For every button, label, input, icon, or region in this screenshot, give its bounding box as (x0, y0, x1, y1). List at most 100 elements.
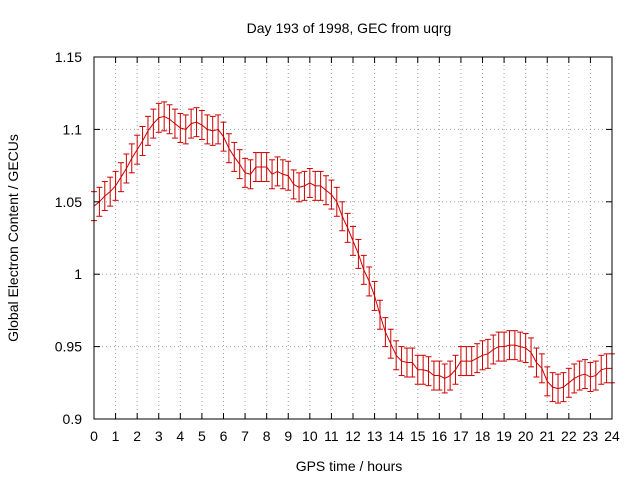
data-layer (91, 101, 615, 404)
data-point (592, 360, 599, 391)
data-point (301, 170, 308, 201)
data-point (468, 346, 475, 377)
data-point (603, 353, 610, 384)
data-point (479, 340, 486, 371)
data-point (441, 363, 448, 394)
data-point (128, 143, 135, 174)
data-point (193, 107, 200, 138)
data-point (474, 343, 481, 374)
data-point (387, 328, 394, 359)
x-tick-label: 12 (345, 428, 361, 444)
grid (94, 57, 612, 419)
data-point (242, 157, 249, 188)
data-point (252, 152, 259, 183)
chart-title: Day 193 of 1998, GEC from uqrg (247, 20, 452, 36)
data-point (285, 160, 292, 191)
data-point (533, 347, 540, 378)
data-point (555, 373, 562, 404)
data-point (123, 153, 130, 184)
ticks: 0 1 2 3 4 5 6 7 8 9 10 11 12 13 14 15 16 17 18 19 20 21 22 23 24… (55, 49, 620, 444)
data-point (306, 167, 313, 198)
data-point (144, 115, 151, 146)
data-point (414, 354, 421, 385)
x-tick-label: 14 (388, 428, 404, 444)
x-tick-label: 8 (263, 428, 271, 444)
data-point (182, 114, 189, 145)
data-point (312, 170, 319, 201)
data-point (274, 156, 281, 187)
data-point (117, 162, 124, 193)
data-point (236, 149, 243, 180)
data-point (495, 331, 502, 362)
x-tick-label: 3 (155, 428, 163, 444)
x-tick-label: 17 (453, 428, 469, 444)
data-point (506, 330, 513, 361)
x-tick-label: 11 (324, 428, 339, 444)
x-tick-label: 22 (561, 428, 577, 444)
y-tick-label: 0.9 (63, 411, 83, 427)
data-point (150, 108, 157, 139)
x-tick-label: 5 (198, 428, 206, 444)
data-point (328, 179, 335, 210)
data-point (528, 337, 535, 368)
data-point (339, 201, 346, 232)
y-tick-label: 1.15 (55, 49, 82, 65)
x-tick-label: 0 (90, 428, 98, 444)
data-point (565, 367, 572, 398)
data-point (360, 254, 367, 285)
data-point (107, 176, 114, 207)
x-tick-label: 21 (539, 428, 555, 444)
data-point (344, 212, 351, 243)
x-tick-label: 1 (112, 428, 120, 444)
y-tick-label: 1.05 (55, 194, 82, 210)
data-point (371, 280, 378, 311)
data-point (452, 354, 459, 385)
x-tick-label: 15 (410, 428, 426, 444)
data-point (177, 112, 184, 143)
data-point (317, 170, 324, 201)
x-tick-label: 23 (583, 428, 599, 444)
data-point (263, 152, 270, 183)
data-point (258, 152, 265, 183)
data-point (447, 360, 454, 391)
data-point (511, 330, 518, 361)
data-point (587, 362, 594, 392)
x-tick-label: 2 (133, 428, 141, 444)
x-tick-label: 18 (475, 428, 491, 444)
data-point (366, 266, 373, 297)
data-point (571, 363, 578, 394)
data-point (112, 170, 119, 201)
data-point (134, 134, 141, 165)
data-point (204, 114, 211, 145)
data-point (296, 172, 303, 203)
x-tick-label: 19 (496, 428, 512, 444)
data-point (538, 353, 545, 384)
data-point (279, 159, 286, 190)
data-point (171, 108, 178, 139)
data-point (425, 356, 432, 387)
data-point (522, 333, 529, 364)
x-tick-label: 6 (220, 428, 228, 444)
data-point (598, 354, 605, 385)
data-point (436, 360, 443, 391)
data-point (101, 181, 108, 211)
data-point (323, 175, 330, 206)
x-tick-label: 7 (241, 428, 249, 444)
data-point (463, 346, 470, 377)
data-point (209, 115, 216, 146)
x-tick-label: 10 (302, 428, 318, 444)
x-tick-label: 20 (518, 428, 534, 444)
data-point (225, 133, 232, 164)
data-point (290, 169, 297, 200)
data-point (549, 372, 556, 403)
y-axis-label: Global Electron Content / GECUs (5, 134, 21, 342)
x-tick-label: 9 (284, 428, 292, 444)
y-tick-label: 1 (74, 266, 82, 282)
data-point (376, 299, 383, 330)
data-point (188, 108, 195, 139)
data-point (457, 346, 464, 377)
data-point (155, 102, 162, 133)
x-tick-label: 24 (604, 428, 620, 444)
